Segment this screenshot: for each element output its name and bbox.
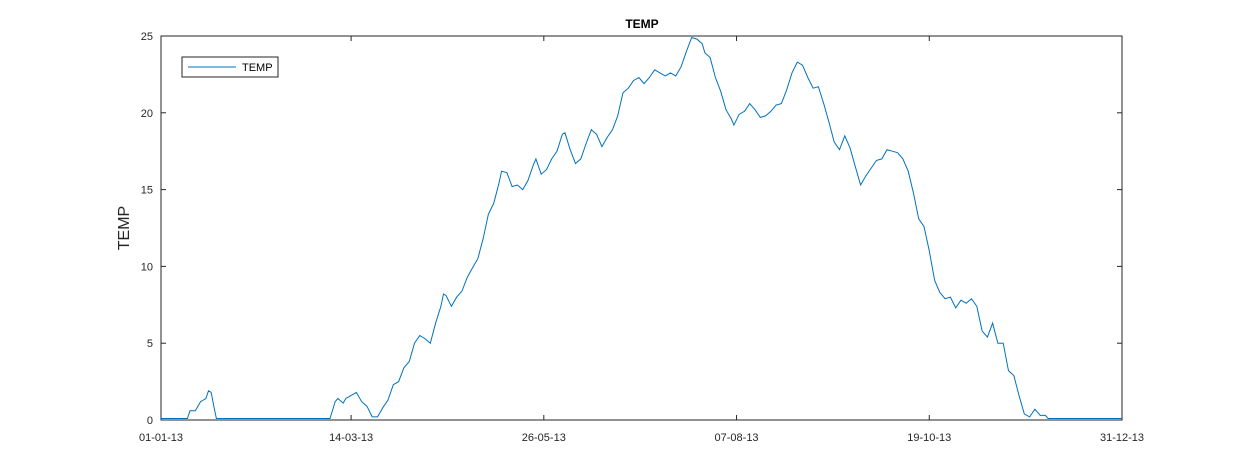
series-line-temp — [161, 36, 1122, 419]
x-tick-label: 19-10-13 — [907, 432, 951, 444]
y-axis-ticks: 0 5 10 15 20 25 — [141, 31, 1122, 427]
chart-title: TEMP — [625, 17, 658, 31]
x-tick-label: 31-12-13 — [1100, 432, 1144, 444]
y-tick-label: 5 — [147, 338, 153, 350]
y-tick-label: 0 — [147, 415, 153, 427]
plot-area — [160, 35, 1123, 421]
x-tick-label: 01-01-13 — [139, 432, 183, 444]
y-tick-label: 20 — [141, 108, 153, 120]
y-axis-label: TEMP — [116, 206, 133, 250]
legend: TEMP — [181, 56, 279, 78]
y-tick-label: 10 — [141, 261, 153, 273]
legend-label: TEMP — [242, 62, 273, 74]
x-tick-label: 26-05-13 — [522, 432, 566, 444]
y-tick-label: 25 — [141, 31, 153, 43]
x-tick-label: 14-03-13 — [329, 432, 373, 444]
x-tick-label: 07-08-13 — [715, 432, 759, 444]
x-axis-ticks: 01-01-13 14-03-13 26-05-13 07-08-13 19-10-13… — [139, 36, 1144, 444]
y-tick-label: 15 — [141, 185, 153, 197]
